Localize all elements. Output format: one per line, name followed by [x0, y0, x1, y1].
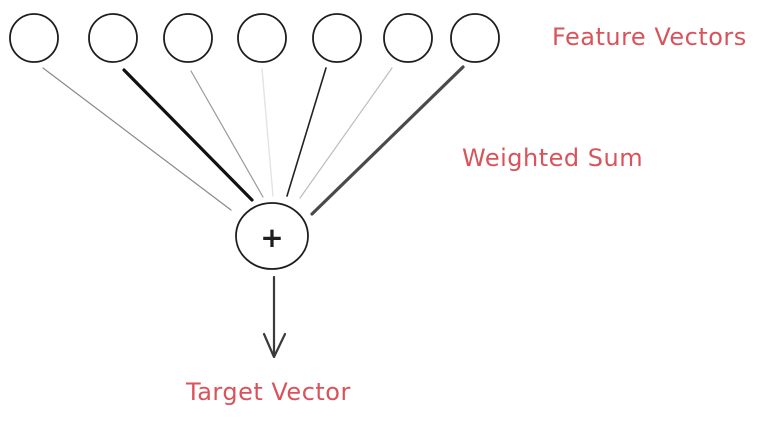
- weight-line-2: [122, 68, 254, 202]
- weight-lines: [42, 65, 465, 216]
- weight-line-1: [42, 67, 232, 211]
- feature-vector-node-5: [312, 13, 362, 63]
- sum-circle: [235, 202, 309, 270]
- weight-line-4: [261, 68, 274, 197]
- output-arrow: [262, 275, 287, 359]
- weight-line-3: [190, 70, 264, 198]
- weight-line-6: [299, 67, 393, 199]
- feature-vectors-label: Feature Vectors: [552, 23, 747, 51]
- feature-vector-node-7: [450, 13, 500, 63]
- plus-operator: +: [260, 221, 283, 254]
- feature-vector-node-6: [383, 13, 433, 63]
- sum-node: +: [235, 202, 309, 270]
- arrow-head: [262, 332, 287, 359]
- feature-vector-nodes: [9, 13, 500, 63]
- feature-vector-node-4: [237, 13, 287, 63]
- weighted-sum-label: Weighted Sum: [462, 144, 644, 172]
- feature-vector-node-3: [163, 13, 213, 63]
- target-vector-label: Target Vector: [186, 378, 351, 406]
- feature-vector-node-2: [88, 13, 138, 63]
- weight-line-7: [310, 65, 465, 216]
- feature-vector-node-1: [9, 13, 59, 63]
- weight-line-5: [286, 67, 327, 197]
